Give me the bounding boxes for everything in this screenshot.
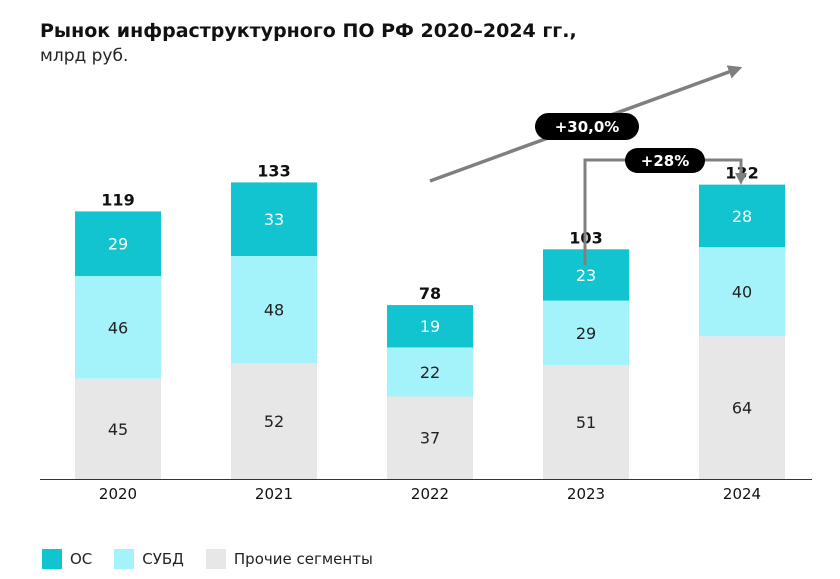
data-label-other-2020: 45 — [108, 420, 128, 439]
bar-segment-other-2020 — [75, 378, 161, 479]
legend-item-os: ОС — [42, 549, 92, 569]
trend-badge — [535, 113, 639, 140]
x-tick-label-2021: 2021 — [255, 485, 293, 503]
growth-badge-label: +28% — [641, 152, 689, 170]
data-label-other-2022: 37 — [420, 429, 440, 448]
data-label-os-2022: 19 — [420, 317, 440, 336]
stacked-bar-chart: 45 46 29 119 2020 52 48 33 133 2021 37 22 19 78 2022 51… — [40, 65, 812, 503]
trend-badge-label: +30,0% — [555, 118, 620, 136]
legend-swatch-os — [42, 549, 62, 569]
bar-segment-os-2021 — [231, 182, 317, 256]
data-label-dbms-2023: 29 — [576, 324, 596, 343]
legend-label-dbms: СУБД — [142, 550, 184, 568]
data-label-os-2024: 28 — [732, 207, 752, 226]
bar-segment-os-2020 — [75, 211, 161, 277]
data-label-other-2024: 64 — [732, 399, 752, 418]
chart-subtitle: млрд руб. — [40, 46, 129, 66]
bar-segment-dbms-2020 — [75, 276, 161, 379]
data-label-other-2023: 51 — [576, 413, 596, 432]
total-label-2021: 133 — [257, 161, 290, 180]
total-label-2022: 78 — [419, 284, 441, 303]
bar-segment-other-2024 — [699, 336, 785, 479]
bar-segment-dbms-2022 — [387, 347, 473, 397]
x-tick-label-2024: 2024 — [723, 485, 761, 503]
x-tick-label-2020: 2020 — [99, 485, 137, 503]
x-tick-label-2022: 2022 — [411, 485, 449, 503]
data-label-dbms-2022: 22 — [420, 363, 440, 382]
chart-legend: ОС СУБД Прочие сегменты — [42, 549, 395, 569]
bar-segment-os-2024 — [699, 184, 785, 248]
bar-segment-dbms-2021 — [231, 256, 317, 364]
legend-swatch-dbms — [114, 549, 135, 569]
legend-item-other: Прочие сегменты — [205, 549, 373, 569]
data-label-dbms-2020: 46 — [108, 318, 128, 337]
bar-segment-other-2023 — [543, 365, 629, 479]
total-label-2020: 119 — [101, 190, 134, 209]
data-label-os-2020: 29 — [108, 235, 128, 254]
bar-segment-os-2022 — [387, 305, 473, 348]
bar-segment-other-2022 — [387, 396, 473, 479]
data-label-dbms-2024: 40 — [732, 283, 752, 302]
legend-label-other: Прочие сегменты — [233, 550, 373, 568]
growth-badge — [625, 148, 705, 173]
data-label-other-2021: 52 — [264, 412, 284, 431]
bar-segment-other-2021 — [231, 363, 317, 479]
legend-label-os: ОС — [70, 550, 93, 568]
legend-item-dbms: СУБД — [114, 549, 184, 569]
legend-swatch-other — [205, 549, 226, 569]
chart-title: Рынок инфраструктурного ПО РФ 2020–2024 … — [40, 20, 577, 42]
x-tick-label-2023: 2023 — [567, 485, 605, 503]
data-label-os-2021: 33 — [264, 210, 284, 229]
data-label-dbms-2021: 48 — [264, 301, 284, 320]
data-label-os-2023: 23 — [576, 266, 596, 285]
bar-segment-dbms-2023 — [543, 300, 629, 366]
bar-segment-dbms-2024 — [699, 247, 785, 337]
